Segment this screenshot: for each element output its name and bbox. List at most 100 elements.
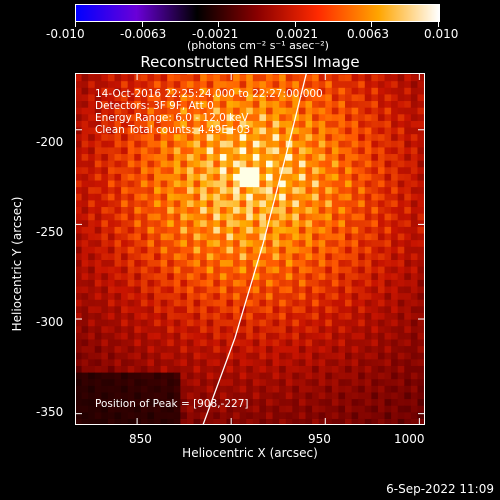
heatmap-cell [351,252,359,261]
heatmap-cell [114,107,122,115]
heatmap-cell [140,173,149,181]
heatmap-cell [364,365,372,373]
heatmap-cell [312,206,320,214]
heatmap-cell [397,259,405,267]
heatmap-cell [186,133,195,141]
heatmap-cell [147,279,155,287]
heatmap-cell [272,252,280,261]
heatmap-cell [186,266,195,274]
heatmap-cell [285,80,293,88]
heatmap-cell [298,279,307,287]
heatmap-cell [213,319,221,327]
heatmap-cell [246,87,254,95]
heatmap-cell [107,179,116,188]
heatmap-cell [331,385,340,393]
heatmap-cell [121,358,129,366]
heatmap-cell [285,186,293,194]
heatmap-cell [94,160,102,168]
heatmap-cell [404,107,412,115]
heatmap-cell [75,100,83,108]
heatmap-cell [358,411,366,419]
heatmap-cell [265,199,274,208]
heatmap-cell [312,259,320,267]
heatmap-cell [127,166,135,174]
heatmap-cell [417,378,425,386]
heatmap-cell [213,312,221,320]
heatmap-cell [397,133,405,141]
heatmap-cell [180,107,188,115]
heatmap-cell [364,259,372,267]
heatmap-cell [298,391,307,400]
heatmap-cell [259,391,267,400]
heatmap-cell [186,87,195,95]
heatmap-cell [391,352,399,360]
heatmap-cell [292,411,300,419]
heatmap-cell [140,405,149,413]
heatmap-cell [75,299,83,307]
heatmap-cell [226,391,234,400]
heatmap-cell [331,113,340,121]
heatmap-cell [147,87,155,95]
heatmap-cell [384,186,392,194]
heatmap-cell [259,166,267,174]
heatmap-cell [140,153,149,161]
heatmap-cell [94,405,102,413]
heatmap-cell [371,418,379,425]
heatmap-cell [233,305,241,313]
heatmap-cell [312,140,320,148]
heatmap-cell [147,391,155,400]
heatmap-cell [121,252,129,261]
heatmap-cell [410,120,419,128]
heatmap-cell [318,73,326,82]
heatmap-cell [371,272,379,280]
heatmap-cell [279,126,287,135]
heatmap-cell [259,312,267,320]
heatmap-cell [233,372,241,380]
heatmap-cell [331,246,340,254]
heatmap-cell [160,325,168,333]
heatmap-cell [318,398,326,406]
heatmap-cell [233,160,241,168]
heatmap-cell [94,239,102,247]
heatmap-cell [410,332,419,340]
heatmap-cell [259,358,267,366]
heatmap-cell [219,179,228,188]
heatmap-cell [364,199,372,208]
heatmap-cell [292,219,300,227]
heatmap-cell [417,73,425,82]
heatmap-cell [371,345,379,353]
heatmap-cell [305,418,313,425]
heatmap-cell [94,193,102,201]
heatmap-cell [121,405,129,413]
heatmap-cell [81,305,89,313]
heatmap-cell [345,338,353,347]
heatmap-cell [200,372,208,380]
heatmap-cell [265,411,274,419]
heatmap-cell [259,87,267,95]
heatmap-cell [94,107,102,115]
heatmap-cell [292,405,300,413]
heatmap-cell [391,259,399,267]
heatmap-cell [298,93,307,102]
heatmap-cell [305,345,313,353]
heatmap-cell [318,100,326,108]
heatmap-cell [338,93,346,102]
heatmap-cell [173,87,181,95]
heatmap-cell [226,365,234,373]
heatmap-cell [101,325,109,333]
heatmap-cell [75,73,83,82]
heatmap-cell [338,299,346,307]
heatmap-cell [233,199,241,208]
heatmap-cell [75,186,83,194]
heatmap-cell [219,166,228,174]
heatmap-cell [345,252,353,261]
heatmap-cell [351,292,359,300]
heatmap-cell [285,153,293,161]
heatmap-cell [404,199,412,208]
heatmap-cell [417,213,425,221]
heatmap-cell [219,385,228,393]
heatmap-cell [94,385,102,393]
heatmap-cell [404,193,412,201]
heatmap-cell [410,391,419,400]
heatmap-cell [121,140,129,148]
